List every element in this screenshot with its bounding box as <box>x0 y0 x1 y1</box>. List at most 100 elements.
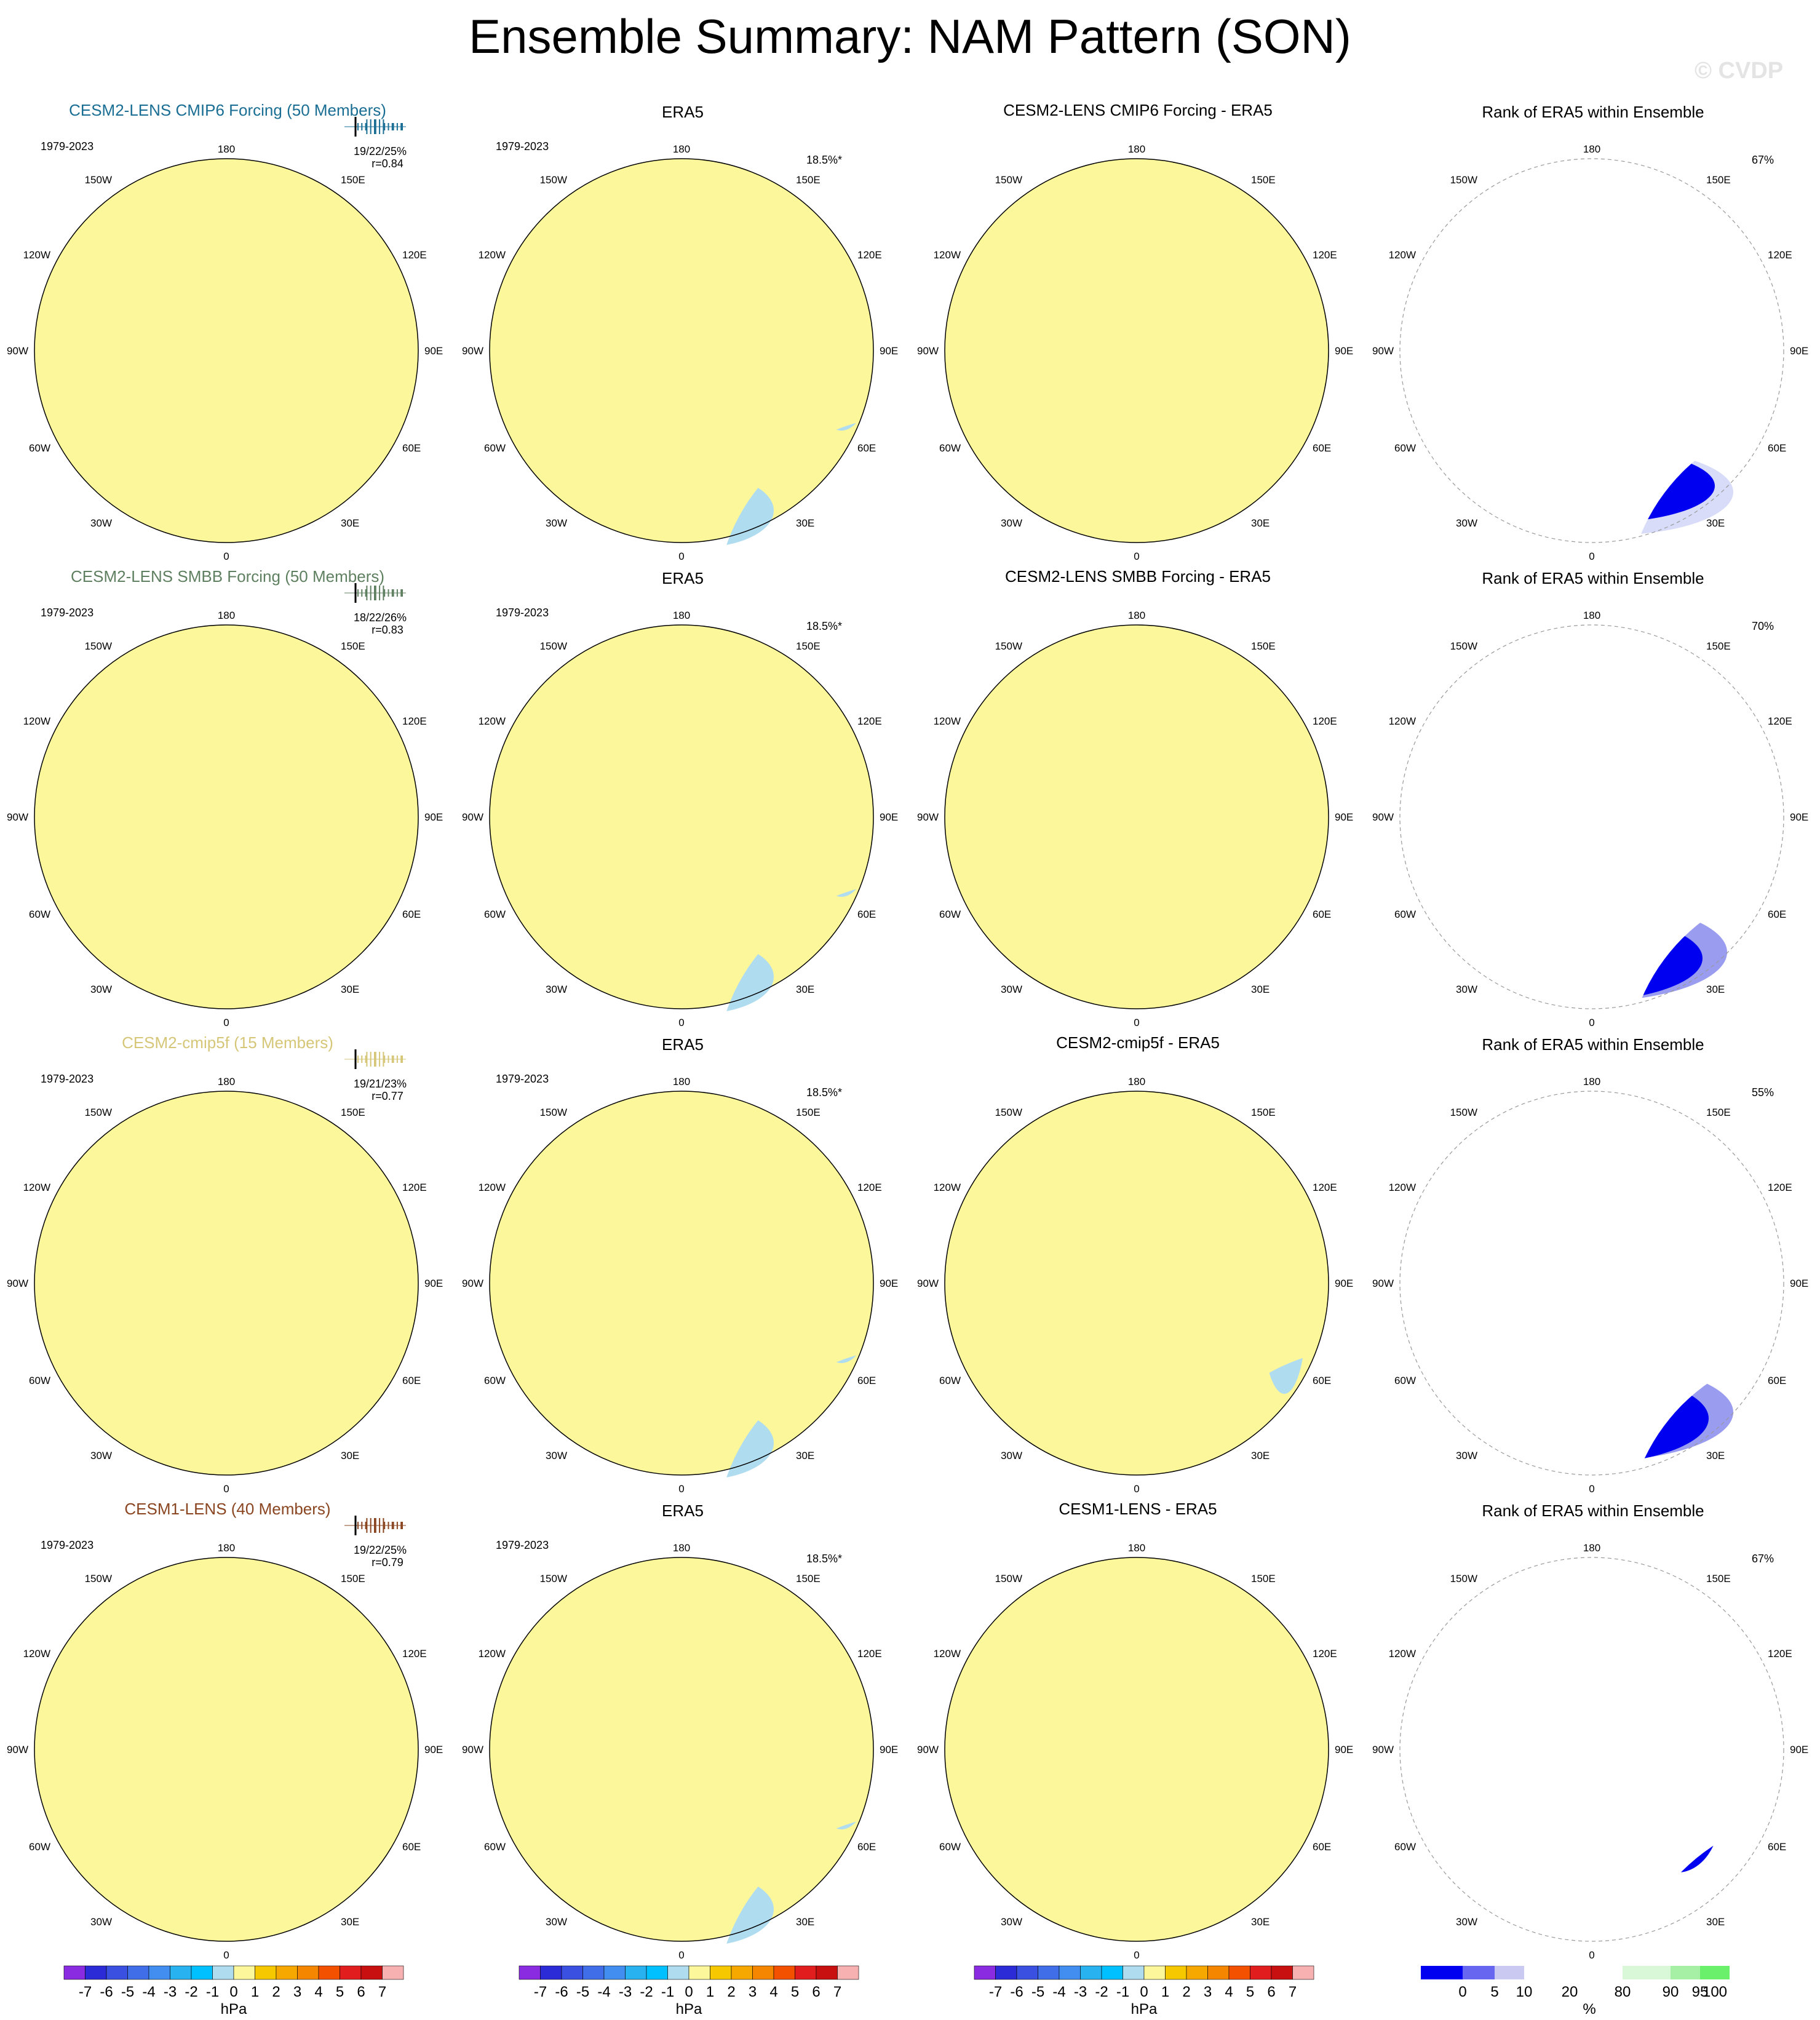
colorbar-tick-label: 2 <box>1182 1984 1190 2000</box>
colorbar-swatch <box>1165 1965 1187 1980</box>
colorbar-swatch <box>63 1965 85 1980</box>
colorbar-tick-label: 90 <box>1663 1984 1679 2000</box>
lon-label-lower-right: 30E <box>341 1916 359 1928</box>
polar-map: 180 0 150W 150E 120W 120E 90W 90E 60W 60E 30W 30E 19… <box>7 1516 443 1960</box>
colorbar-tick-label: -3 <box>1074 1984 1087 2000</box>
lon-label-left: 90W <box>462 811 483 823</box>
lon-label-lower-left: 30W <box>1456 1916 1477 1928</box>
lon-label-upper-right: 150E <box>1251 1573 1276 1585</box>
map-border <box>34 1091 419 1476</box>
lon-label-lower-right: 30E <box>1706 517 1725 529</box>
variance-stats: 18/22/26% <box>354 611 407 624</box>
lon-label-upper-right: 150E <box>796 174 821 186</box>
map-background <box>34 159 418 543</box>
rank-pct: 67% <box>1752 1553 1774 1565</box>
colorbar-swatch <box>1016 1965 1038 1980</box>
colorbar-tick-label: -5 <box>121 1984 134 2000</box>
lon-label-right-upper: 120E <box>857 1182 882 1193</box>
lon-label-right-lower: 60E <box>1768 909 1786 920</box>
lon-label-lower-left: 30W <box>90 1450 112 1461</box>
colorbar-tick-label: 3 <box>293 1984 301 2000</box>
polar-map: 180 0 150W 150E 120W 120E 90W 90E 60W 60E 30W 30E <box>917 610 1353 1027</box>
lon-label-upper-left: 150W <box>1450 1107 1477 1118</box>
colorbar-tick-label: -5 <box>1031 1984 1044 2000</box>
lon-label-left-lower: 60W <box>484 1375 506 1386</box>
lon-label-left: 90W <box>7 811 28 823</box>
lon-label-upper-right: 150E <box>796 640 821 652</box>
map-background <box>34 1091 418 1475</box>
lon-label-bottom: 0 <box>1589 551 1594 561</box>
colorbar-swatch <box>667 1965 689 1980</box>
period-label: 1979-2023 <box>41 1073 93 1085</box>
lon-label-bottom: 0 <box>223 1949 229 1960</box>
lon-label-lower-right: 30E <box>341 984 359 995</box>
colorbar-tick-label: -3 <box>164 1984 177 2000</box>
variance-pct: 18.5%* <box>806 1553 842 1565</box>
colorbar-tick-label: 6 <box>812 1984 820 2000</box>
lon-label-left-lower: 60W <box>1394 1841 1416 1853</box>
map-border <box>1399 624 1784 1009</box>
lon-label-right-upper: 120E <box>857 249 882 261</box>
lon-label-right: 90E <box>880 345 898 357</box>
panel-title: CESM2-LENS CMIP6 Forcing - ERA5 <box>1003 101 1273 119</box>
lon-label-top: 180 <box>1128 1542 1145 1554</box>
panel-title: CESM2-cmip5f - ERA5 <box>1056 1033 1220 1052</box>
lon-label-bottom: 0 <box>1134 1483 1139 1493</box>
rank-panel: Rank of ERA5 within Ensemble 180 0 150W 150E… <box>1365 1492 1820 1960</box>
colorbar-swatch <box>795 1965 817 1980</box>
lon-label-right-lower: 60E <box>1768 442 1786 454</box>
colorbar-swatch <box>1524 1966 1571 1979</box>
polar-map: 180 0 150W 150E 120W 120E 90W 90E 60W 60E 30W 30E 19… <box>462 1073 898 1493</box>
map-background <box>490 625 873 1009</box>
difference-panel: CESM2-LENS SMBB Forcing - ERA5 180 0 150W 15… <box>910 560 1365 1027</box>
lon-label-upper-left: 150W <box>85 174 112 186</box>
map-border <box>34 158 419 543</box>
lon-label-left: 90W <box>917 1278 939 1289</box>
lon-label-right-upper: 120E <box>857 1648 882 1660</box>
lon-label-left: 90W <box>462 1278 483 1289</box>
map-border <box>944 1091 1329 1476</box>
lon-label-lower-right: 30E <box>1251 517 1270 529</box>
lon-label-right-upper: 120E <box>402 1648 427 1660</box>
lon-label-right: 90E <box>424 345 443 357</box>
colorbar-tick-label: -7 <box>989 1984 1002 2000</box>
rank-panel: Rank of ERA5 within Ensemble 180 0 150W 150E… <box>1365 560 1820 1027</box>
polar-map: 180 0 150W 150E 120W 120E 90W 90E 60W 60E 30W 30E 19… <box>462 140 898 561</box>
lon-label-left-upper: 120W <box>934 1648 961 1660</box>
map-border <box>1399 158 1784 543</box>
map-background <box>945 159 1329 543</box>
lon-label-left-lower: 60W <box>29 1375 50 1386</box>
lon-label-lower-left: 30W <box>1001 517 1022 529</box>
lon-label-left-upper: 120W <box>23 249 50 261</box>
lon-label-upper-right: 150E <box>1251 174 1276 186</box>
lon-label-right-upper: 120E <box>1768 249 1792 261</box>
lon-label-bottom: 0 <box>1589 1017 1594 1027</box>
lon-label-bottom: 0 <box>223 551 229 561</box>
lon-label-bottom: 0 <box>678 551 684 561</box>
colorbar-swatch <box>297 1965 319 1980</box>
panel-title: CESM2-LENS CMIP6 Forcing (50 Members) <box>69 101 386 119</box>
lon-label-upper-right: 150E <box>796 1573 821 1585</box>
colorbar-swatch <box>255 1965 277 1980</box>
era5-panel: ERA5 180 0 150W 150E 120W 120E 90W 90E 60W 60E 30W 3… <box>455 1492 910 1960</box>
map-background <box>490 159 873 543</box>
colorbar-tick-label: -7 <box>79 1984 92 2000</box>
colorbar-swatch <box>1059 1965 1081 1980</box>
colorbar-swatch <box>1101 1965 1123 1980</box>
colorbar-swatch <box>1250 1965 1272 1980</box>
page-title: Ensemble Summary: NAM Pattern (SON) <box>469 9 1351 63</box>
colorbar-swatch <box>1700 1966 1730 1979</box>
lon-label-top: 180 <box>218 610 235 621</box>
colorbar-tick-label: 0 <box>229 1984 237 2000</box>
panel-title: ERA5 <box>662 1035 704 1054</box>
lon-label-right-lower: 60E <box>1313 1375 1331 1386</box>
colorbar-swatch <box>1038 1965 1060 1980</box>
lon-label-left: 90W <box>917 811 939 823</box>
rank-pct: 70% <box>1752 620 1774 632</box>
period-label: 1979-2023 <box>496 1073 549 1085</box>
lon-label-left: 90W <box>1372 345 1394 357</box>
lon-label-left-upper: 120W <box>1389 1182 1416 1193</box>
lon-label-left-upper: 120W <box>934 249 961 261</box>
colorbar-tick-label: 3 <box>749 1984 757 2000</box>
colorbar-swatch <box>212 1965 234 1980</box>
